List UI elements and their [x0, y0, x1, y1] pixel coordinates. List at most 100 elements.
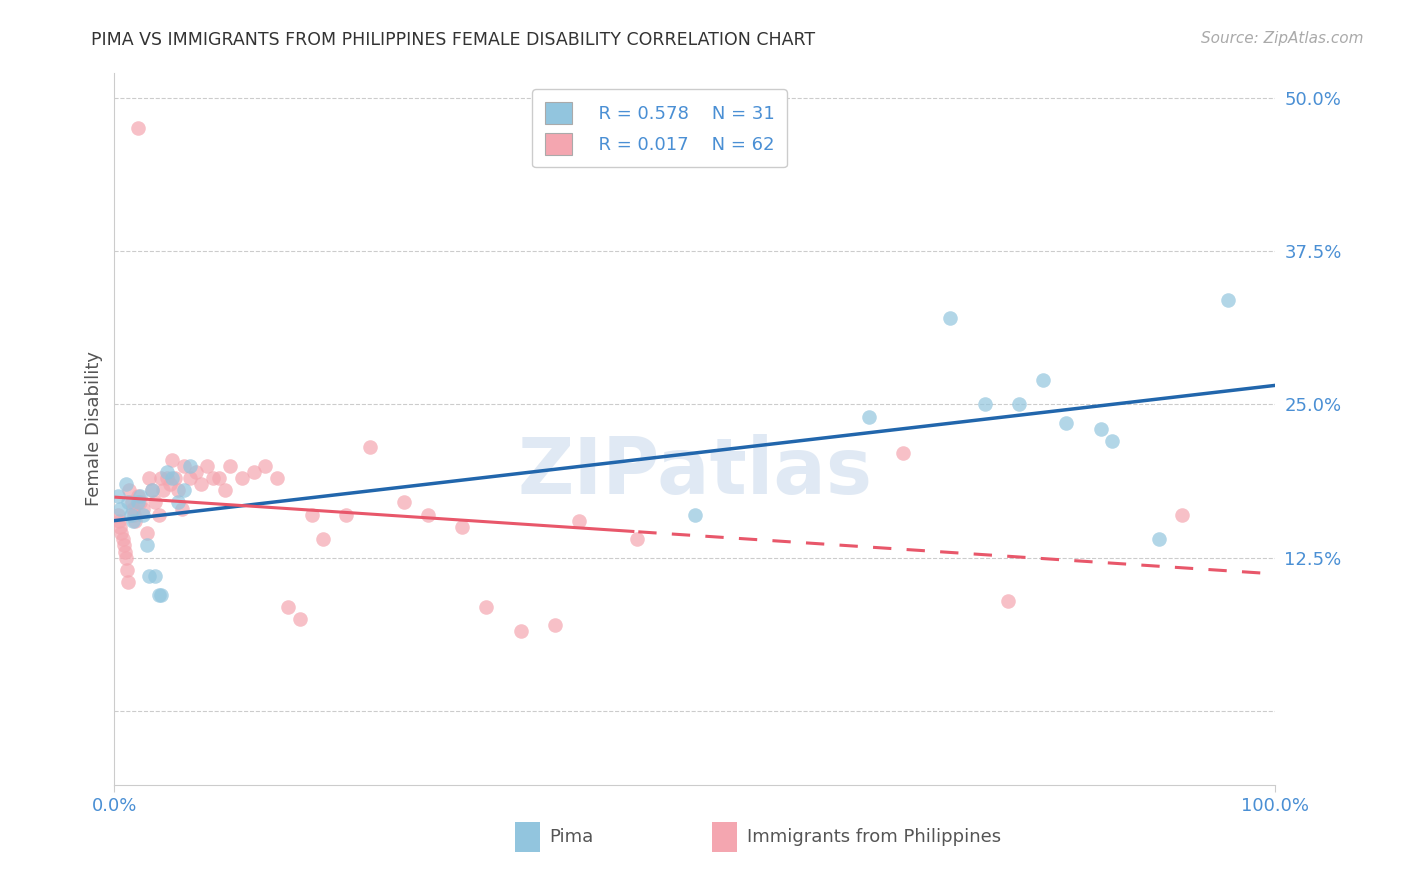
Point: [117, 575, 139, 590]
Point: [939, 311, 962, 326]
Point: [141, 483, 163, 498]
Point: [112, 538, 135, 552]
Point: [107, 508, 129, 522]
Point: [110, 526, 132, 541]
Point: [148, 588, 170, 602]
Point: [312, 533, 335, 547]
Point: [156, 471, 179, 485]
Point: [138, 569, 160, 583]
Point: [567, 514, 589, 528]
Y-axis label: Female Disability: Female Disability: [86, 351, 103, 507]
Point: [301, 508, 323, 522]
Point: [1032, 373, 1054, 387]
Point: [141, 483, 163, 498]
Point: [451, 520, 474, 534]
Point: [124, 514, 146, 528]
Point: [114, 544, 136, 558]
Text: Source: ZipAtlas.com: Source: ZipAtlas.com: [1201, 31, 1364, 46]
Point: [997, 593, 1019, 607]
Point: [1218, 293, 1240, 307]
Point: [117, 495, 139, 509]
Text: PIMA VS IMMIGRANTS FROM PHILIPPINES FEMALE DISABILITY CORRELATION CHART: PIMA VS IMMIGRANTS FROM PHILIPPINES FEMA…: [91, 31, 815, 49]
Point: [394, 495, 416, 509]
Point: [1147, 533, 1170, 547]
Point: [129, 489, 152, 503]
Point: [152, 483, 174, 498]
Point: [149, 471, 172, 485]
Point: [115, 477, 138, 491]
Point: [115, 550, 138, 565]
Point: [118, 483, 141, 498]
Point: [231, 471, 253, 485]
Point: [219, 458, 242, 473]
Point: [544, 618, 567, 632]
Point: [135, 526, 157, 541]
Point: [1090, 422, 1112, 436]
Point: [1008, 397, 1031, 411]
Point: [173, 458, 195, 473]
Point: [1171, 508, 1194, 522]
Point: [266, 471, 288, 485]
Point: [138, 471, 160, 485]
Point: [335, 508, 357, 522]
Point: [122, 501, 145, 516]
Point: [179, 471, 201, 485]
Legend:   R = 0.578    N = 31,   R = 0.017    N = 62: R = 0.578 N = 31, R = 0.017 N = 62: [533, 89, 787, 168]
Point: [132, 501, 155, 516]
Point: [127, 121, 149, 136]
Point: [135, 538, 157, 552]
Point: [108, 520, 131, 534]
Point: [973, 397, 995, 411]
Point: [170, 501, 193, 516]
Point: [288, 612, 311, 626]
Point: [277, 599, 299, 614]
Point: [149, 588, 172, 602]
Text: ZIPatlas: ZIPatlas: [517, 434, 872, 509]
Point: [184, 465, 207, 479]
Point: [132, 508, 155, 522]
Point: [159, 477, 181, 491]
Point: [122, 514, 145, 528]
Point: [195, 458, 218, 473]
Point: [1054, 416, 1077, 430]
Point: [143, 569, 166, 583]
Point: [143, 495, 166, 509]
Point: [120, 508, 142, 522]
Point: [121, 495, 143, 509]
Point: [683, 508, 706, 522]
Text: Immigrants from Philippines: Immigrants from Philippines: [747, 829, 1001, 847]
Point: [202, 471, 225, 485]
Point: [474, 599, 496, 614]
Point: [122, 508, 145, 522]
Point: [107, 489, 129, 503]
Point: [893, 446, 915, 460]
Point: [163, 471, 186, 485]
FancyBboxPatch shape: [515, 822, 540, 853]
Text: Pima: Pima: [550, 829, 593, 847]
Point: [129, 495, 152, 509]
Point: [509, 624, 531, 639]
Point: [173, 483, 195, 498]
Point: [179, 458, 201, 473]
Point: [108, 501, 131, 516]
Point: [108, 514, 131, 528]
Point: [359, 440, 381, 454]
Point: [162, 471, 184, 485]
Point: [254, 458, 277, 473]
Point: [162, 452, 184, 467]
Point: [190, 477, 212, 491]
Point: [167, 483, 190, 498]
Point: [156, 465, 179, 479]
Point: [208, 471, 231, 485]
Point: [1101, 434, 1123, 449]
Point: [127, 495, 149, 509]
FancyBboxPatch shape: [711, 822, 738, 853]
Point: [148, 508, 170, 522]
Point: [416, 508, 439, 522]
Point: [858, 409, 880, 424]
Point: [214, 483, 236, 498]
Point: [115, 563, 138, 577]
Point: [626, 533, 648, 547]
Point: [127, 489, 149, 503]
Point: [242, 465, 264, 479]
